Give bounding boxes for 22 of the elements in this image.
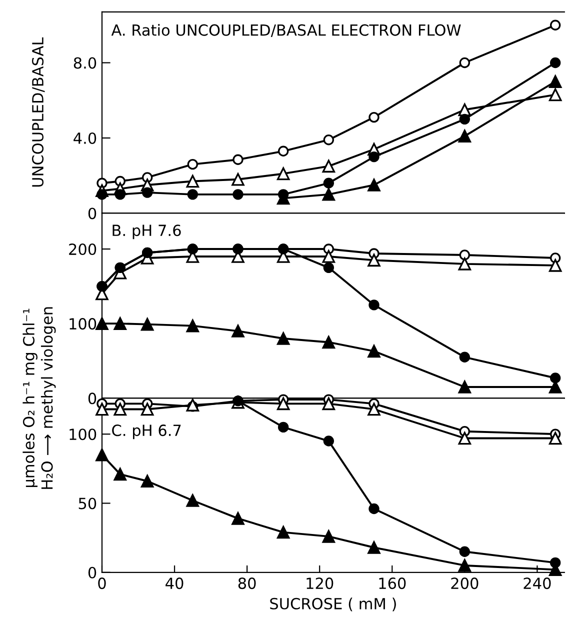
y-tick-label: 50 bbox=[78, 498, 96, 510]
y-tick-label: 200 bbox=[69, 243, 96, 256]
text: B. pH 7.6 bbox=[112, 224, 181, 240]
y-tick-label: 0 bbox=[88, 208, 96, 220]
text: A. Ratio UNCOUPLED/BASAL ELECTRON FLOW bbox=[111, 24, 461, 38]
x-axis-title: SUCROSE ( mM ) bbox=[270, 598, 396, 612]
x-tick-label: 0 bbox=[98, 578, 106, 590]
y-tick-label: 100 bbox=[70, 428, 96, 440]
y-axis-title: μmoles O₂ h⁻¹ mg Chl⁻¹ H₂O ⟶ methyl viologen bbox=[22, 307, 56, 489]
y-tick-label: 0 bbox=[88, 392, 96, 404]
y-axis-title: UNCOUPLED/BASAL bbox=[32, 37, 45, 187]
y-tick-label: 8.0 bbox=[74, 57, 96, 69]
y-tick-label: 4.0 bbox=[74, 132, 96, 144]
x-tick-label: 40 bbox=[166, 578, 184, 590]
x-tick-label: 200 bbox=[451, 578, 478, 590]
y-tick-label: 100 bbox=[70, 318, 96, 330]
x-tick-label: 80 bbox=[238, 578, 256, 590]
x-tick-label: 240 bbox=[524, 578, 551, 590]
x-tick-label: 120 bbox=[306, 578, 334, 590]
x-tick-label: 160 bbox=[379, 578, 406, 590]
y-tick-label: 0 bbox=[88, 566, 96, 578]
text: C. pH 6.7 bbox=[112, 424, 181, 440]
